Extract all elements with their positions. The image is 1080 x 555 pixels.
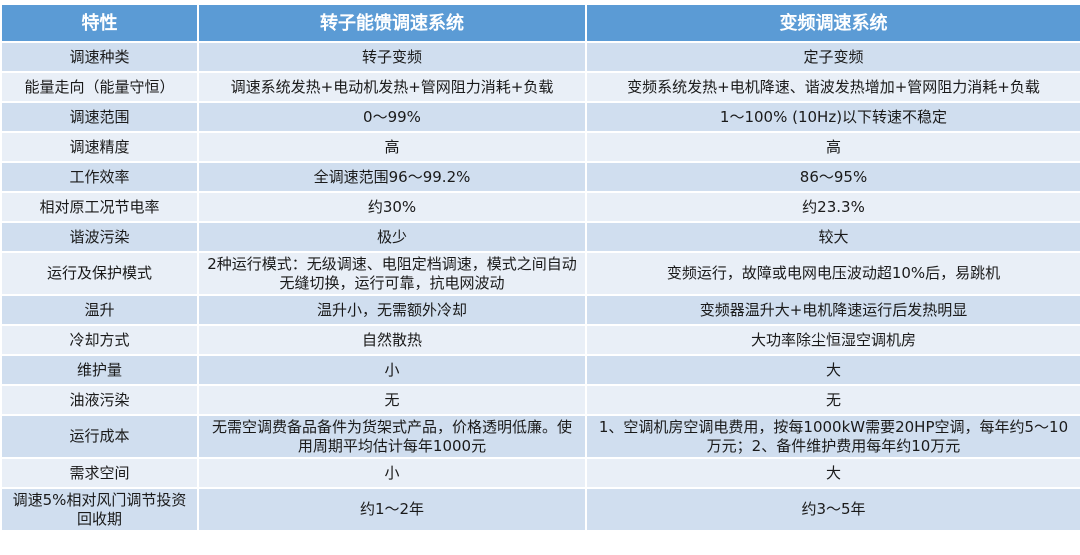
vfd-system-cell: 大 — [585, 354, 1080, 386]
table-row: 调速范围 0～99% 1～100% (10Hz)以下转速不稳定 — [0, 101, 1080, 133]
feature-cell: 运行成本 — [0, 414, 199, 459]
feature-cell: 相对原工况节电率 — [0, 191, 199, 223]
rotor-system-cell: 小 — [197, 457, 587, 489]
table-row: 谐波污染 极少 较大 — [0, 221, 1080, 253]
feature-cell: 工作效率 — [0, 161, 199, 193]
vfd-system-cell: 大功率除尘恒湿空调机房 — [585, 324, 1080, 356]
vfd-system-cell: 1～100% (10Hz)以下转速不稳定 — [585, 101, 1080, 133]
vfd-system-cell: 1、空调机房空调电费用，按每1000kW需要20HP空调，每年约5～10万元；2… — [585, 414, 1080, 459]
feature-cell: 能量走向（能量守恒） — [0, 71, 199, 103]
table-row: 相对原工况节电率 约30% 约23.3% — [0, 191, 1080, 223]
feature-cell: 冷却方式 — [0, 324, 199, 356]
table-row: 温升 温升小，无需额外冷却 变频器温升大+电机降速运行后发热明显 — [0, 294, 1080, 326]
header-row: 特性 转子能馈调速系统 变频调速系统 — [0, 3, 1080, 43]
rotor-system-cell: 自然散热 — [197, 324, 587, 356]
table-row: 能量走向（能量守恒） 调速系统发热+电动机发热+管网阻力消耗+负载 变频系统发热+电… — [0, 71, 1080, 103]
rotor-system-cell: 约30% — [197, 191, 587, 223]
feature-cell: 温升 — [0, 294, 199, 326]
rotor-system-cell: 极少 — [197, 221, 587, 253]
feature-cell: 调速5%相对风门调节投资回收期 — [0, 487, 199, 532]
comparison-table: 特性 转子能馈调速系统 变频调速系统 调速种类 转子变频 定子变频 能量走向（能量守恒… — [0, 3, 1080, 532]
table-row: 调速精度高高 — [0, 131, 1080, 163]
table-row: 运行及保护模式 2种运行模式：无级调速、电阻定档调速，模式之间自动无缝切换，运行可… — [0, 251, 1080, 296]
feature-cell: 调速范围 — [0, 101, 199, 133]
vfd-system-cell: 86～95% — [585, 161, 1080, 193]
vfd-system-cell: 大 — [585, 457, 1080, 489]
rotor-system-cell: 转子变频 — [197, 41, 587, 73]
feature-cell: 谐波污染 — [0, 221, 199, 253]
rotor-system-cell: 无 — [197, 384, 587, 416]
table-row: 运行成本 无需空调费备品备件为货架式产品，价格透明低廉。使用周期平均估计每年100… — [0, 414, 1080, 459]
vfd-system-cell: 约23.3% — [585, 191, 1080, 223]
table-row: 冷却方式 自然散热 大功率除尘恒湿空调机房 — [0, 324, 1080, 356]
feature-cell: 需求空间 — [0, 457, 199, 489]
rotor-system-cell: 高 — [197, 131, 587, 163]
rotor-system-cell: 0～99% — [197, 101, 587, 133]
feature-cell: 油液污染 — [0, 384, 199, 416]
vfd-system-cell: 变频器温升大+电机降速运行后发热明显 — [585, 294, 1080, 326]
header-vfd-system: 变频调速系统 — [585, 3, 1080, 43]
vfd-system-cell: 变频运行，故障或电网电压波动超10%后，易跳机 — [585, 251, 1080, 296]
table-row: 工作效率 全调速范围96～99.2% 86～95% — [0, 161, 1080, 193]
vfd-system-cell: 约3～5年 — [585, 487, 1080, 532]
vfd-system-cell: 较大 — [585, 221, 1080, 253]
rotor-system-cell: 小 — [197, 354, 587, 386]
feature-cell: 维护量 — [0, 354, 199, 386]
table-row: 调速种类 转子变频 定子变频 — [0, 41, 1080, 73]
header-feature: 特性 — [0, 3, 199, 43]
vfd-system-cell: 定子变频 — [585, 41, 1080, 73]
table-row: 维护量小大 — [0, 354, 1080, 386]
table-row: 需求空间小大 — [0, 457, 1080, 489]
rotor-system-cell: 温升小，无需额外冷却 — [197, 294, 587, 326]
feature-cell: 运行及保护模式 — [0, 251, 199, 296]
rotor-system-cell: 全调速范围96～99.2% — [197, 161, 587, 193]
feature-cell: 调速种类 — [0, 41, 199, 73]
header-rotor-system: 转子能馈调速系统 — [197, 3, 587, 43]
rotor-system-cell: 无需空调费备品备件为货架式产品，价格透明低廉。使用周期平均估计每年1000元 — [197, 414, 587, 459]
vfd-system-cell: 高 — [585, 131, 1080, 163]
vfd-system-cell: 变频系统发热+电机降速、谐波发热增加+管网阻力消耗+负载 — [585, 71, 1080, 103]
table-row: 油液污染无无 — [0, 384, 1080, 416]
vfd-system-cell: 无 — [585, 384, 1080, 416]
rotor-system-cell: 约1～2年 — [197, 487, 587, 532]
feature-cell: 调速精度 — [0, 131, 199, 163]
table-row: 调速5%相对风门调节投资回收期 约1～2年 约3～5年 — [0, 487, 1080, 532]
rotor-system-cell: 2种运行模式：无级调速、电阻定档调速，模式之间自动无缝切换，运行可靠，抗电网波动 — [197, 251, 587, 296]
rotor-system-cell: 调速系统发热+电动机发热+管网阻力消耗+负载 — [197, 71, 587, 103]
